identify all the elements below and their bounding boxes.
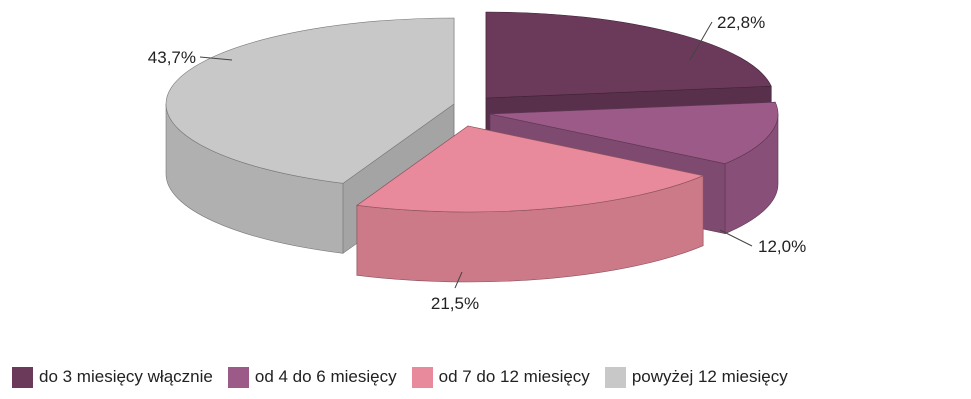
leader-line: [454, 271, 463, 289]
data-label: 12,0%: [758, 237, 806, 256]
data-label: 22,8%: [717, 13, 765, 32]
pie-slice-top: [489, 101, 779, 164]
legend-swatch: [411, 366, 433, 388]
legend-label: od 4 do 6 miesięcy: [254, 367, 397, 386]
pie-slice-top: [356, 125, 705, 213]
pie-slice-top: [165, 17, 455, 184]
pie-slice: [356, 125, 705, 283]
data-label: 43,7%: [148, 48, 196, 67]
leader-line: [689, 21, 713, 61]
legend-item-od-4-do-6: od 4 do 6 miesięcy: [227, 366, 397, 388]
legend: do 3 miesięcy włącznie od 4 do 6 miesięc…: [12, 364, 967, 390]
leader-line: [719, 229, 753, 247]
pie-slice-top: [485, 11, 772, 99]
legend-swatch: [12, 366, 33, 388]
legend-item-do-3-miesiecy: do 3 miesięcy włącznie: [12, 366, 213, 388]
legend-swatch: [227, 366, 249, 388]
legend-label: do 3 miesięcy włącznie: [39, 367, 213, 386]
leader-line: [199, 56, 233, 61]
legend-item-powyzej-12: powyżej 12 miesięcy: [604, 366, 788, 388]
data-label: 21,5%: [431, 294, 479, 313]
legend-label: od 7 do 12 miesięcy: [438, 367, 590, 386]
legend-item-od-7-do-12: od 7 do 12 miesięcy: [411, 366, 590, 388]
legend-label: powyżej 12 miesięcy: [631, 367, 788, 386]
legend-swatch: [604, 366, 626, 388]
